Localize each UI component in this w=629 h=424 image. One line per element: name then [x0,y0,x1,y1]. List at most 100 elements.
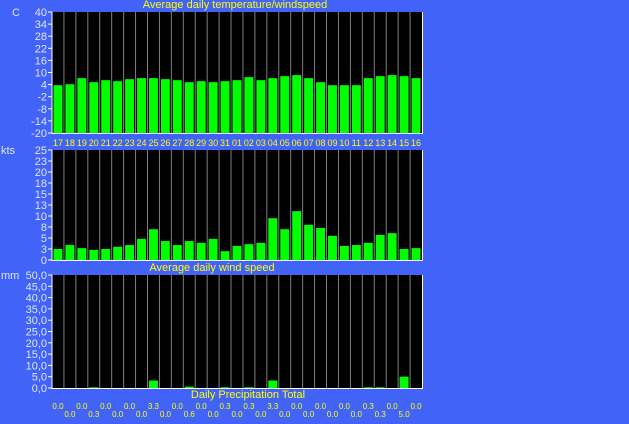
bar-3 [89,82,99,133]
y-tick-label: 5 [41,233,47,245]
bar-22 [316,227,326,260]
bar-24 [339,245,349,260]
y-tick-label: 35,0 [26,304,47,316]
bar-17 [256,80,266,133]
bar-0 [53,85,63,133]
bar-4 [101,249,111,260]
y-tick-label: -2 [37,92,47,104]
bar-8 [148,229,158,260]
bar-5 [113,246,123,260]
bar-25 [351,245,361,260]
data-label: 0.3 [375,410,387,419]
bar-19 [280,76,290,133]
bar-26 [363,78,373,133]
bar-1 [65,245,75,260]
y-tick-label: 15 [35,189,47,201]
y-tick-label: 16 [35,55,47,67]
data-label: 0.0 [410,402,422,411]
bar-11 [184,82,194,133]
x-tick-label: 15 [399,138,409,148]
bar-20 [292,75,302,133]
x-tick-label: 22 [113,138,123,148]
x-tick-label: 21 [101,138,111,148]
data-label: 0.0 [291,402,303,411]
data-label: 0.0 [172,402,184,411]
bar-11 [184,386,194,388]
x-tick-label: 27 [172,138,182,148]
bar-13 [208,238,218,260]
bar-2 [77,78,87,133]
bar-9 [160,79,170,133]
y-tick-label: 22 [35,43,47,55]
bar-8 [148,380,158,388]
y-tick-label: 0,0 [32,383,47,395]
data-label: 3.3 [148,402,160,411]
bar-18 [268,380,278,388]
chart-title: Average daily temperature/windspeed [143,0,327,11]
data-label: 0.0 [279,410,291,419]
data-label: 0.0 [327,410,339,419]
bar-30 [411,248,421,260]
x-tick-label: 30 [208,138,218,148]
bar-1 [65,84,75,133]
bar-20 [292,211,302,260]
y-axis-unit: mm [1,270,19,282]
bar-27 [375,387,385,388]
y-tick-label: 18 [35,178,47,190]
data-label: 5.0 [399,410,411,419]
data-label: 0.0 [303,410,315,419]
bar-7 [137,78,146,133]
bar-12 [196,242,206,260]
data-label: 0.0 [124,402,136,411]
chart-title: Daily Precipitation Total [191,389,305,401]
bar-15 [232,245,242,260]
data-label: 3.3 [267,402,279,411]
x-tick-label: 10 [339,138,349,148]
y-tick-label: 40 [35,7,47,19]
data-label: 0.0 [196,402,208,411]
bar-30 [411,78,421,133]
x-tick-label: 14 [387,138,397,148]
bar-5 [113,81,123,133]
x-tick-label: 05 [280,138,290,148]
bar-27 [375,234,385,260]
y-tick-label: 5,0 [32,372,47,384]
y-tick-label: 20 [35,167,47,179]
y-tick-label: 30,0 [26,315,47,327]
bar-24 [339,85,349,133]
plot-area [52,150,422,260]
y-tick-label: -14 [31,116,47,128]
y-tick-label: -20 [31,128,47,140]
x-tick-label: 24 [137,138,147,148]
x-tick-label: 23 [125,138,135,148]
bar-29 [399,376,409,388]
data-label: 0.3 [243,402,255,411]
y-tick-label: 4 [41,80,47,92]
data-label: 0.0 [160,410,172,419]
bar-0 [53,249,63,260]
bar-27 [375,76,385,133]
bar-14 [220,387,230,388]
y-tick-label: 10 [35,211,47,223]
y-tick-label: 13 [35,200,47,212]
bar-10 [172,80,182,133]
y-tick-label: 25 [35,145,47,157]
x-tick-label: 01 [232,138,242,148]
y-tick-label: 50,0 [26,270,47,282]
data-label: 0.3 [220,402,232,411]
data-label: 0.3 [88,410,100,419]
x-tick-label: 31 [220,138,230,148]
bar-22 [316,82,326,133]
y-axis-unit: kts [1,145,16,157]
x-tick-label: 09 [327,138,337,148]
data-label: 0.0 [112,410,124,419]
x-tick-label: 08 [316,138,326,148]
bar-8 [148,78,158,133]
x-tick-label: 13 [375,138,385,148]
bar-16 [244,77,254,133]
bar-17 [256,242,266,260]
x-tick-label: 04 [268,138,278,148]
y-tick-label: 10 [35,68,47,80]
bar-16 [244,244,254,260]
